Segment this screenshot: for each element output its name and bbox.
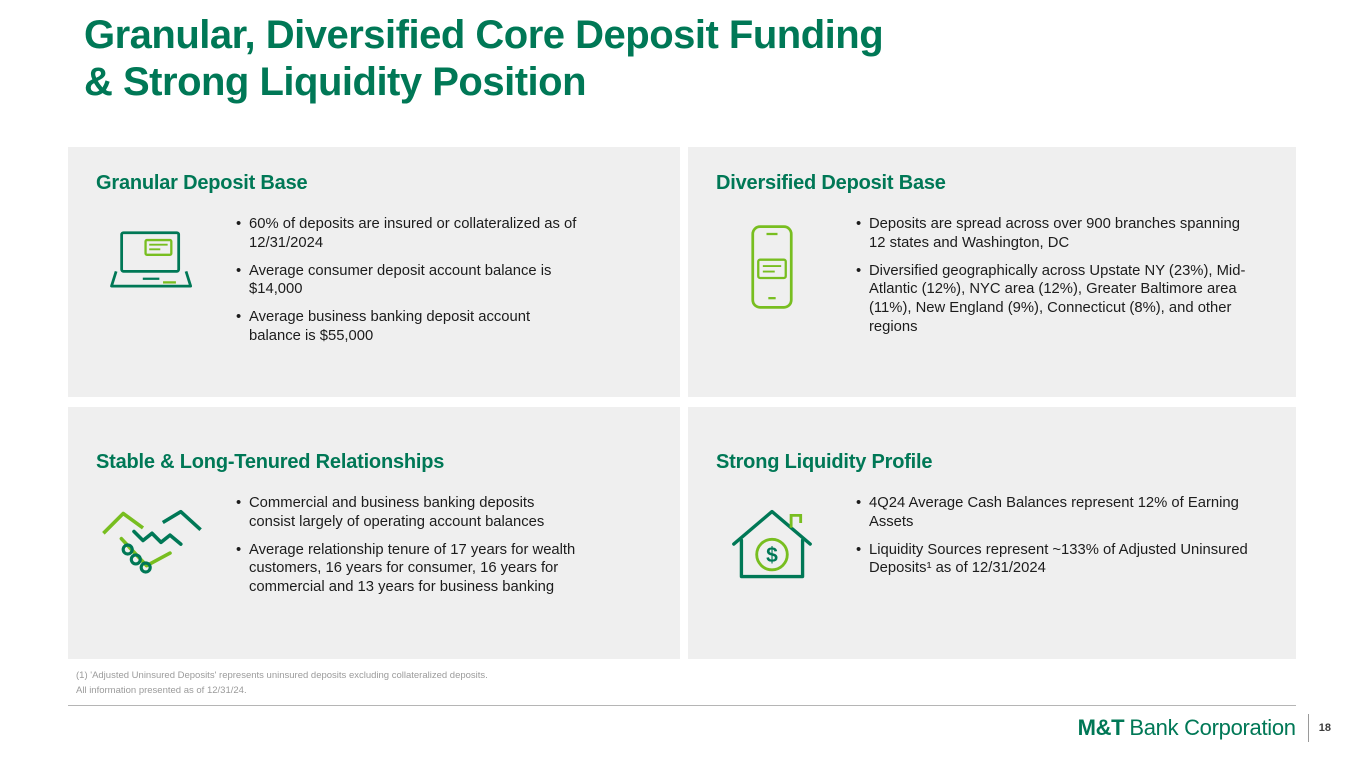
footnote-line-1: (1) 'Adjusted Uninsured Deposits' repres… [76, 670, 488, 681]
footer-divider [1307, 714, 1309, 742]
house-dollar-icon: $ [688, 486, 856, 588]
card-body: 60% of deposits are insured or collatera… [68, 207, 680, 355]
bullet-item: Commercial and business banking deposits… [236, 494, 582, 532]
card-body: Commercial and business banking deposits… [68, 486, 680, 606]
bullet-item: Deposits are spread across over 900 bran… [856, 215, 1248, 253]
card-title: Stable & Long-Tenured Relationships [96, 451, 445, 473]
page-number: 18 [1318, 722, 1331, 734]
strong-liquidity-profile-card: Strong Liquidity Profile $ 4Q24 Average … [688, 407, 1296, 659]
footer: M&T Bank Corporation 18 [1078, 714, 1331, 742]
laptop-icon [68, 207, 236, 355]
bullet-item: Average consumer deposit account balance… [236, 262, 582, 300]
bullet-item: 60% of deposits are insured or collatera… [236, 215, 582, 253]
card-title: Diversified Deposit Base [716, 172, 946, 194]
bullet-item: 4Q24 Average Cash Balances represent 12%… [856, 494, 1248, 532]
logo-bank-corporation-text: Bank Corporation [1129, 715, 1296, 740]
smartphone-icon [688, 207, 856, 346]
footnotes: (1) 'Adjusted Uninsured Deposits' repres… [76, 668, 488, 698]
slide-title-line-1: Granular, Diversified Core Deposit Fundi… [84, 13, 884, 57]
footer-rule [68, 705, 1296, 706]
footnote-line-2: All information presented as of 12/31/24… [76, 685, 247, 697]
bullet-list: 60% of deposits are insured or collatera… [236, 207, 582, 355]
bullet-item: Average relationship tenure of 17 years … [236, 541, 582, 597]
bullet-item: Diversified geographically across Upstat… [856, 262, 1248, 337]
mt-bank-logo: M&T Bank Corporation [1078, 715, 1296, 741]
svg-text:$: $ [766, 544, 778, 567]
granular-deposit-base-card: Granular Deposit Base 60% of deposits ar… [68, 147, 680, 397]
logo-mt-text: M&T [1077, 715, 1125, 740]
diversified-deposit-base-card: Diversified Deposit Base Deposits are sp… [688, 147, 1296, 397]
card-title: Strong Liquidity Profile [716, 451, 933, 473]
card-body: $ 4Q24 Average Cash Balances represent 1… [688, 486, 1296, 588]
slide-title-line-2: & Strong Liquidity Position [84, 60, 587, 105]
bullet-item: Average business banking deposit account… [236, 308, 582, 346]
bullet-list: Deposits are spread across over 900 bran… [856, 207, 1248, 346]
bullet-item: Liquidity Sources represent ~133% of Adj… [856, 541, 1248, 579]
handshake-icon [68, 486, 236, 606]
card-title: Granular Deposit Base [96, 172, 308, 194]
stable-relationships-card: Stable & Long-Tenured Relationships Comm… [68, 407, 680, 659]
bullet-list: 4Q24 Average Cash Balances represent 12%… [856, 486, 1248, 588]
slide-title: Granular, Diversified Core Deposit Fundi… [84, 12, 884, 106]
card-body: Deposits are spread across over 900 bran… [688, 207, 1296, 346]
bullet-list: Commercial and business banking deposits… [236, 486, 582, 606]
